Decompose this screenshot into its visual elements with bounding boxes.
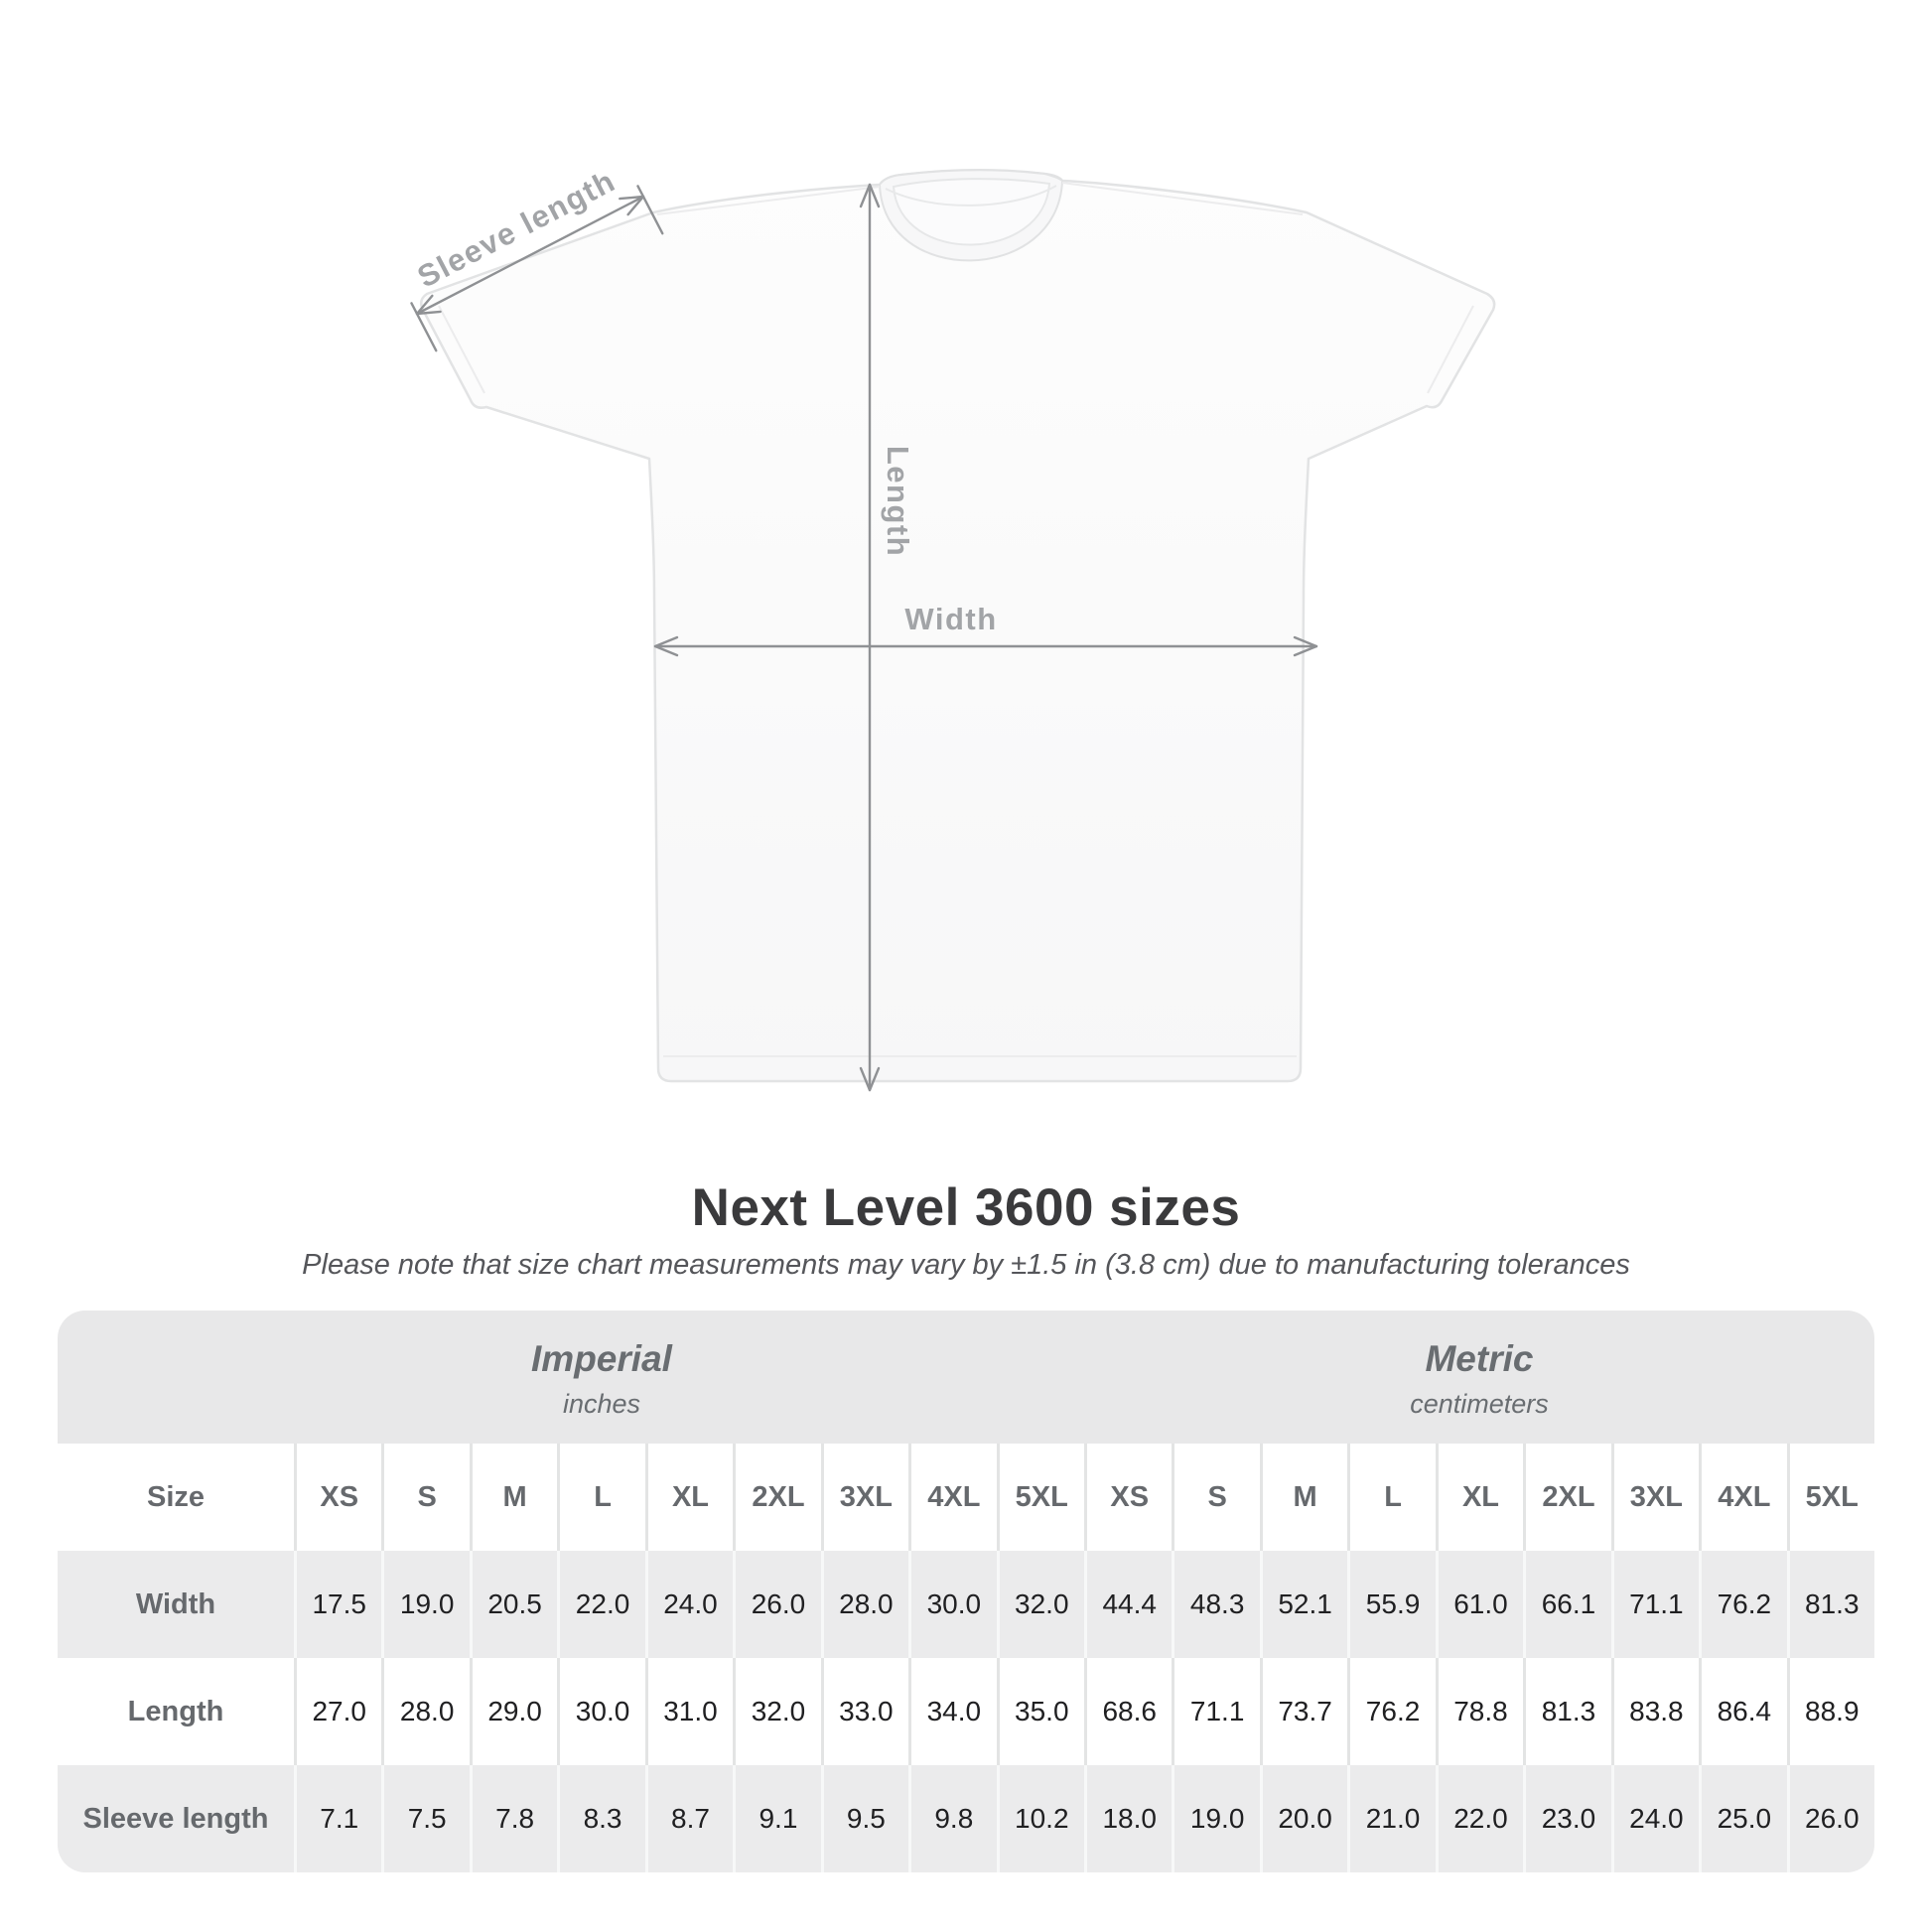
table-cell: 22.0 bbox=[1435, 1765, 1524, 1872]
metric-label: Metric bbox=[1425, 1338, 1534, 1379]
table-cell: 27.0 bbox=[294, 1658, 382, 1765]
table-cell: 19.0 bbox=[381, 1551, 470, 1658]
table-cell: 33.0 bbox=[820, 1658, 909, 1765]
table-cell: 28.0 bbox=[381, 1658, 470, 1765]
table-cell: 24.0 bbox=[1610, 1765, 1700, 1872]
table-cell: 7.5 bbox=[381, 1765, 470, 1872]
table-cell: 44.4 bbox=[1083, 1551, 1173, 1658]
size-column-header: XL bbox=[1435, 1444, 1524, 1551]
size-column-header: XS bbox=[1083, 1444, 1173, 1551]
collar-opening bbox=[892, 178, 1051, 246]
table-cell: 18.0 bbox=[1083, 1765, 1173, 1872]
shoulder-seam-left bbox=[656, 186, 881, 215]
table-cell: 32.0 bbox=[996, 1551, 1084, 1658]
table-cell: 61.0 bbox=[1435, 1551, 1524, 1658]
cuff-seam-right bbox=[1427, 305, 1474, 394]
table-cell: 20.0 bbox=[1259, 1765, 1348, 1872]
size-column-header: M bbox=[1259, 1444, 1348, 1551]
table-cell: 30.0 bbox=[908, 1551, 997, 1658]
table-cell: 22.0 bbox=[557, 1551, 645, 1658]
table-cell: 86.4 bbox=[1699, 1658, 1787, 1765]
sleeve-dimension-arrow bbox=[410, 185, 664, 352]
size-column-header: 4XL bbox=[1699, 1444, 1787, 1551]
size-column-header: XL bbox=[644, 1444, 734, 1551]
table-cell: 7.8 bbox=[469, 1765, 558, 1872]
table-cell: 31.0 bbox=[644, 1658, 734, 1765]
tolerance-note: Please note that size chart measurements… bbox=[302, 1249, 1630, 1281]
size-column-header: L bbox=[557, 1444, 645, 1551]
table-cell: 25.0 bbox=[1699, 1765, 1787, 1872]
table-cell: 83.8 bbox=[1610, 1658, 1700, 1765]
table-cell: 20.5 bbox=[469, 1551, 558, 1658]
size-column-header: 5XL bbox=[1786, 1444, 1874, 1551]
metric-unit-label: centimeters bbox=[1410, 1389, 1549, 1419]
size-column-header: 2XL bbox=[1523, 1444, 1611, 1551]
table-cell: 76.2 bbox=[1347, 1658, 1436, 1765]
table-cell: 19.0 bbox=[1172, 1765, 1260, 1872]
table-cell: 9.8 bbox=[908, 1765, 997, 1872]
size-column-header: 3XL bbox=[820, 1444, 909, 1551]
table-cell: 26.0 bbox=[733, 1551, 821, 1658]
table-cell: 8.7 bbox=[644, 1765, 734, 1872]
size-column-header: 5XL bbox=[996, 1444, 1084, 1551]
size-column-header: 4XL bbox=[908, 1444, 997, 1551]
tshirt-measurement-diagram: Sleeve length Length Width bbox=[410, 163, 1496, 1092]
row-label: Width bbox=[58, 1551, 294, 1658]
row-label: Length bbox=[58, 1658, 294, 1765]
table-cell: 76.2 bbox=[1699, 1551, 1787, 1658]
cuff-seam-left bbox=[438, 305, 485, 394]
size-column-header: L bbox=[1347, 1444, 1436, 1551]
table-cell: 21.0 bbox=[1347, 1765, 1436, 1872]
size-corner-header: Size bbox=[58, 1444, 294, 1551]
width-dimension-arrow bbox=[653, 635, 1318, 657]
table-cell: 88.9 bbox=[1786, 1658, 1874, 1765]
table-cell: 78.8 bbox=[1435, 1658, 1524, 1765]
page-title: Next Level 3600 sizes bbox=[691, 1178, 1241, 1237]
table-cell: 9.5 bbox=[820, 1765, 909, 1872]
band-corner-spacer bbox=[58, 1311, 294, 1444]
back-collar-seam bbox=[885, 185, 1057, 207]
table-cell: 81.3 bbox=[1786, 1551, 1874, 1658]
size-column-header: M bbox=[469, 1444, 558, 1551]
size-column-header: S bbox=[1172, 1444, 1260, 1551]
table-cell: 66.1 bbox=[1523, 1551, 1611, 1658]
table-cell: 71.1 bbox=[1610, 1551, 1700, 1658]
table-cell: 24.0 bbox=[644, 1551, 734, 1658]
imperial-unit-label: inches bbox=[562, 1389, 640, 1419]
table-cell: 73.7 bbox=[1259, 1658, 1348, 1765]
table-cell: 68.6 bbox=[1083, 1658, 1173, 1765]
table-cell: 71.1 bbox=[1172, 1658, 1260, 1765]
table-cell: 23.0 bbox=[1523, 1765, 1611, 1872]
table-cell: 52.1 bbox=[1259, 1551, 1348, 1658]
table-cell: 9.1 bbox=[733, 1765, 821, 1872]
size-column-header: XS bbox=[294, 1444, 382, 1551]
size-column-header: S bbox=[381, 1444, 470, 1551]
shoulder-seam-right bbox=[1061, 182, 1304, 215]
size-column-header: 2XL bbox=[733, 1444, 821, 1551]
table-cell: 10.2 bbox=[996, 1765, 1084, 1872]
table-cell: 81.3 bbox=[1523, 1658, 1611, 1765]
metric-group-header: Metric centimeters bbox=[1083, 1311, 1874, 1444]
length-label: Length bbox=[881, 446, 915, 557]
imperial-group-header: Imperial inches bbox=[294, 1311, 1084, 1444]
row-label: Sleeve length bbox=[58, 1765, 294, 1872]
table-cell: 26.0 bbox=[1786, 1765, 1874, 1872]
table-cell: 34.0 bbox=[908, 1658, 997, 1765]
width-label: Width bbox=[904, 602, 997, 636]
imperial-label: Imperial bbox=[531, 1338, 672, 1379]
table-cell: 7.1 bbox=[294, 1765, 382, 1872]
table-cell: 55.9 bbox=[1347, 1551, 1436, 1658]
length-dimension-arrow bbox=[859, 183, 881, 1092]
table-cell: 48.3 bbox=[1172, 1551, 1260, 1658]
table-cell: 28.0 bbox=[820, 1551, 909, 1658]
table-cell: 29.0 bbox=[469, 1658, 558, 1765]
table-cell: 17.5 bbox=[294, 1551, 382, 1658]
size-column-header: 3XL bbox=[1610, 1444, 1700, 1551]
table-cell: 8.3 bbox=[557, 1765, 645, 1872]
table-cell: 35.0 bbox=[996, 1658, 1084, 1765]
table-cell: 30.0 bbox=[557, 1658, 645, 1765]
size-table: Imperial inches Metric centimeters Size … bbox=[58, 1311, 1874, 1872]
table-cell: 32.0 bbox=[733, 1658, 821, 1765]
